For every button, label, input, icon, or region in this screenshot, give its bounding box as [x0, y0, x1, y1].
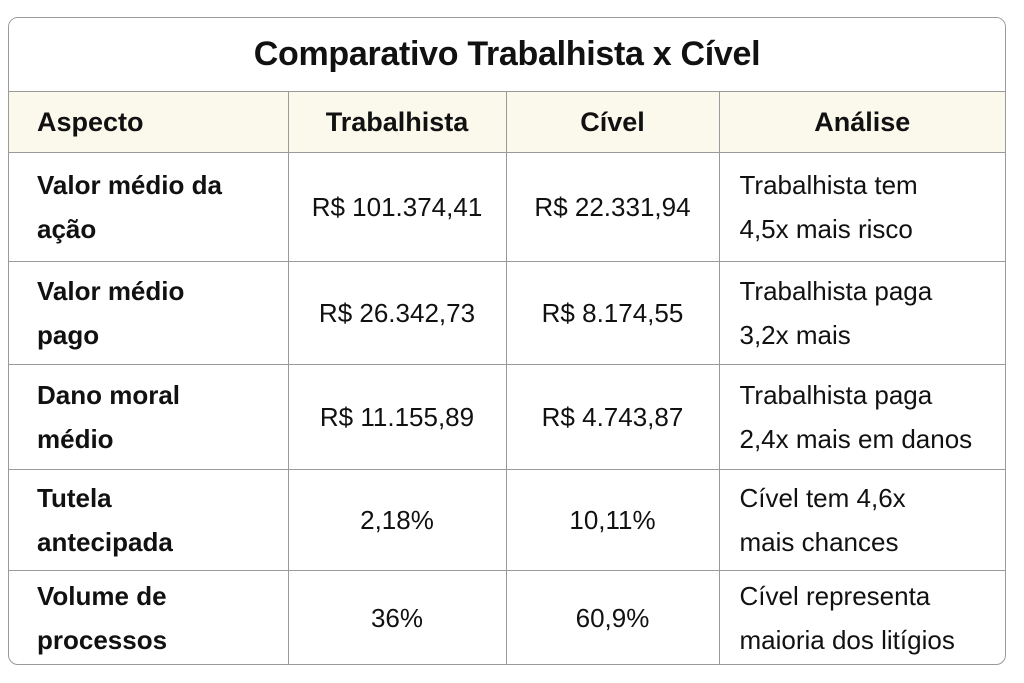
trabalhista-cell: R$ 26.342,73: [288, 261, 507, 365]
aspect-line: Volume de: [37, 580, 167, 611]
analysis-line: mais chances: [739, 526, 899, 557]
header-row: Aspecto Trabalhista Cível Análise: [9, 92, 1005, 153]
table-row: Dano moral médio R$ 11.155,89 R$ 4.743,8…: [9, 364, 1005, 470]
table-body: Valor médio da ação R$ 101.374,41 R$ 22.…: [9, 152, 1005, 664]
aspect-line: Dano moral: [37, 379, 181, 410]
analysis-line: 4,5x mais risco: [739, 213, 913, 244]
comparison-table: Aspecto Trabalhista Cível Análise Valor …: [9, 92, 1005, 664]
analysis-cell: Cível representa maioria dos litígios: [719, 570, 1005, 664]
table-title-bar: Comparativo Trabalhista x Cível: [9, 18, 1005, 92]
civel-cell: 60,9%: [506, 570, 720, 664]
table-row: Valor médio pago R$ 26.342,73 R$ 8.174,5…: [9, 261, 1005, 365]
aspect-cell: Dano moral médio: [9, 364, 289, 470]
table-title: Comparativo Trabalhista x Cível: [253, 35, 761, 73]
comparison-card: Comparativo Trabalhista x Cível Aspecto …: [8, 17, 1006, 665]
civel-cell: R$ 8.174,55: [506, 261, 720, 365]
trabalhista-cell: 2,18%: [288, 469, 507, 571]
table-row: Volume de processos 36% 60,9% Cível repr…: [9, 570, 1005, 664]
header-aspect: Aspecto: [9, 92, 289, 153]
analysis-line: 3,2x mais: [739, 319, 851, 350]
aspect-cell: Volume de processos: [9, 570, 289, 664]
table-row: Tutela antecipada 2,18% 10,11% Cível tem…: [9, 469, 1005, 571]
analysis-line: Trabalhista paga: [739, 275, 933, 306]
analysis-cell: Trabalhista tem 4,5x mais risco: [719, 152, 1005, 262]
aspect-line: Valor médio: [37, 275, 185, 306]
trabalhista-cell: R$ 101.374,41: [288, 152, 507, 262]
aspect-cell: Tutela antecipada: [9, 469, 289, 571]
aspect-line: Valor médio da: [37, 169, 222, 200]
header-civel: Cível: [506, 92, 720, 153]
analysis-cell: Trabalhista paga 3,2x mais: [719, 261, 1005, 365]
aspect-line: pago: [37, 319, 100, 350]
aspect-line: médio: [37, 423, 114, 454]
aspect-line: Tutela: [37, 482, 112, 513]
trabalhista-cell: R$ 11.155,89: [288, 364, 507, 470]
analysis-line: maioria dos litígios: [739, 624, 955, 655]
civel-cell: 10,11%: [506, 469, 720, 571]
civel-cell: R$ 4.743,87: [506, 364, 720, 470]
aspect-line: ação: [37, 213, 97, 244]
aspect-cell: Valor médio pago: [9, 261, 289, 365]
trabalhista-cell: 36%: [288, 570, 507, 664]
analysis-line: Cível tem 4,6x: [739, 482, 906, 513]
table-header: Aspecto Trabalhista Cível Análise: [9, 92, 1005, 153]
header-trabalhista: Trabalhista: [288, 92, 507, 153]
aspect-line: processos: [37, 624, 168, 655]
header-analise: Análise: [719, 92, 1005, 153]
analysis-cell: Trabalhista paga 2,4x mais em danos: [719, 364, 1005, 470]
analysis-line: 2,4x mais em danos: [739, 423, 973, 454]
table-row: Valor médio da ação R$ 101.374,41 R$ 22.…: [9, 152, 1005, 262]
aspect-cell: Valor médio da ação: [9, 152, 289, 262]
civel-cell: R$ 22.331,94: [506, 152, 720, 262]
analysis-line: Trabalhista tem: [739, 169, 918, 200]
aspect-line: antecipada: [37, 526, 173, 557]
analysis-line: Trabalhista paga: [739, 379, 933, 410]
analysis-line: Cível representa: [739, 580, 931, 611]
analysis-cell: Cível tem 4,6x mais chances: [719, 469, 1005, 571]
